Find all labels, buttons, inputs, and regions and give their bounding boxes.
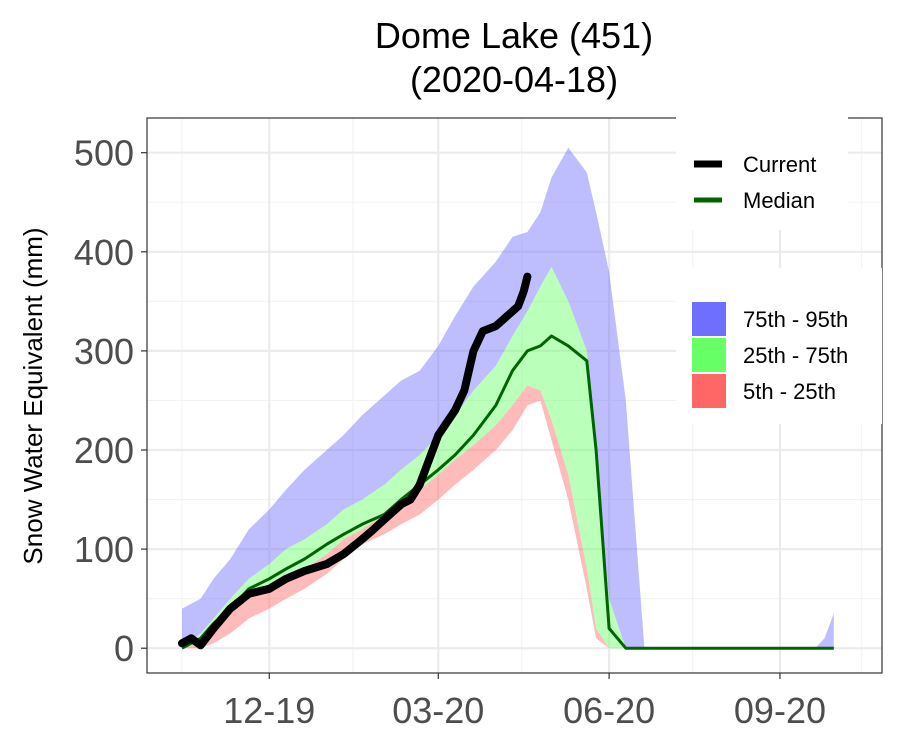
- y-tick-label: 100: [74, 529, 134, 570]
- median-line: [181, 334, 834, 650]
- legend-p75-95-key: [692, 302, 726, 336]
- current-line: [178, 272, 532, 650]
- y-tick-label: 400: [74, 232, 134, 273]
- band-p75-95: [182, 147, 834, 649]
- legend-p75-95-label: 75th - 95th: [743, 307, 848, 332]
- legend-p25-75-label: 25th - 75th: [743, 343, 848, 368]
- x-tick-label: 06-20: [563, 690, 655, 731]
- y-tick-label: 300: [74, 331, 134, 372]
- chart-title: Dome Lake (451): [375, 15, 653, 56]
- legend-median-label: Median: [743, 188, 815, 213]
- x-tick-label: 09-20: [734, 690, 826, 731]
- legend-lines: Current Median: [676, 112, 848, 230]
- percentile-bands: [182, 147, 834, 649]
- legend-current-label: Current: [743, 152, 816, 177]
- legend-p25-75-key: [692, 338, 726, 372]
- chart-subtitle: (2020-04-18): [410, 59, 618, 100]
- x-axis: 12-19 03-20 06-20 09-20: [223, 673, 826, 731]
- y-tick-label: 0: [114, 628, 134, 669]
- y-axis: 0 100 200 300 400 500: [74, 133, 147, 669]
- x-tick-label: 12-19: [223, 690, 315, 731]
- y-axis-label: Snow Water Equivalent (mm): [18, 227, 48, 564]
- x-tick-label: 03-20: [392, 690, 484, 731]
- y-tick-label: 500: [74, 133, 134, 174]
- legend-p5-25-key: [692, 374, 726, 408]
- legend-bands: 75th - 95th 25th - 75th 5th - 25th: [676, 268, 882, 424]
- legend-p5-25-label: 5th - 25th: [743, 379, 836, 404]
- series-lines: [178, 272, 834, 650]
- y-tick-label: 200: [74, 430, 134, 471]
- legend-lines-background: [676, 112, 848, 230]
